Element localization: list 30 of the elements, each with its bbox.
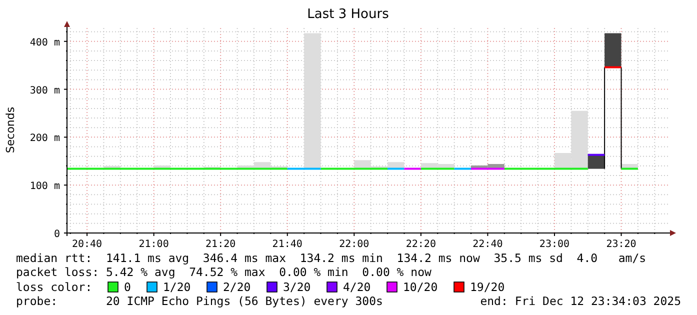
legend-label: 10/20 [403, 280, 438, 294]
y-tick-label: 0 [54, 229, 60, 240]
y-tick-label: 100 m [30, 181, 60, 192]
x-tick-label: 23:00 [539, 239, 570, 250]
x-tick-label: 22:20 [406, 239, 436, 250]
y-tick-label: 300 m [30, 85, 60, 96]
chart-title: Last 3 Hours [307, 7, 390, 22]
bar [304, 33, 321, 169]
legend-label: 19/20 [470, 280, 505, 294]
text: packet loss: 5.42 % avg 74.52 % max 0.00 % min 0.00 % now [16, 265, 432, 279]
legend-label: 0 [124, 280, 131, 294]
legend-label: 3/20 [283, 280, 311, 294]
y-tick-label: 200 m [30, 133, 60, 144]
legend-label: 2/20 [223, 280, 251, 294]
x-tick-label: 23:20 [606, 239, 636, 250]
legend-label: 4/20 [343, 280, 371, 294]
x-tick-label: 21:00 [138, 239, 169, 250]
x-tick-label: 21:20 [206, 239, 236, 250]
legend-label: 1/20 [163, 280, 191, 294]
text: end: Fri Dec 12 23:34:03 2025 [480, 294, 681, 308]
y-tick-label: 400 m [30, 37, 60, 48]
x-tick-label: 21:40 [272, 239, 302, 250]
legend-title: loss color: [16, 280, 92, 294]
x-tick-label: 22:40 [472, 239, 503, 250]
x-tick-label: 22:00 [339, 239, 370, 250]
text: median rtt: 141.1 ms avg 346.4 ms max 134.2 ms min 134.2 ms now 35.5 ms sd 4.0 am/s [16, 251, 646, 265]
bar [604, 33, 622, 68]
text: probe: 20 ICMP Echo Pings (56 Bytes) every 300s [16, 294, 383, 308]
x-tick-label: 20:40 [72, 239, 102, 250]
y-axis-title: Seconds [4, 106, 17, 154]
